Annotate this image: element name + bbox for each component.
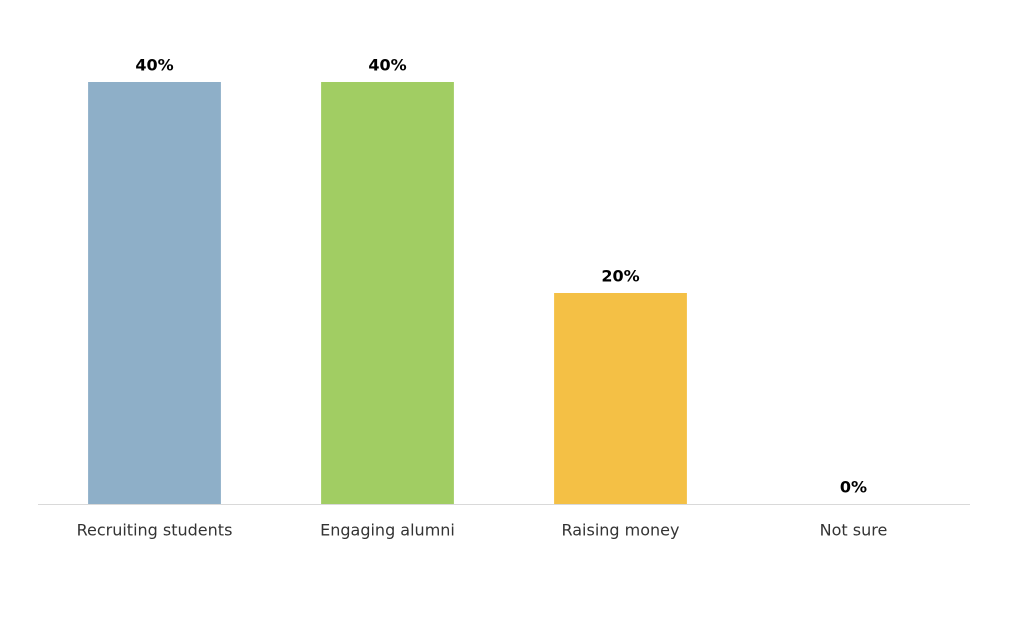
value-label: 40% <box>368 56 406 75</box>
x-tick-label: Engaging alumni <box>320 521 455 540</box>
x-tick-label: Not sure <box>820 521 888 540</box>
value-label: 20% <box>601 267 639 286</box>
x-tick-label: Raising money <box>561 521 679 540</box>
x-tick-label: Recruiting students <box>77 521 233 540</box>
value-label: 0% <box>840 478 867 497</box>
bar <box>321 82 454 504</box>
bar <box>554 293 687 504</box>
bar <box>88 82 221 504</box>
value-label: 40% <box>135 56 173 75</box>
